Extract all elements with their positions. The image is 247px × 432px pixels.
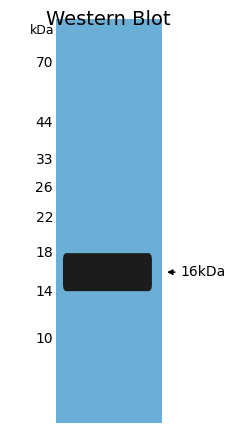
Text: Western Blot: Western Blot <box>46 10 171 29</box>
Text: 14: 14 <box>36 285 53 299</box>
Text: kDa: kDa <box>30 24 54 37</box>
Text: 44: 44 <box>36 116 53 130</box>
Text: 16kDa: 16kDa <box>180 265 226 279</box>
Text: 70: 70 <box>36 56 53 70</box>
Text: 18: 18 <box>35 246 53 260</box>
Text: 22: 22 <box>36 211 53 225</box>
FancyBboxPatch shape <box>63 253 152 291</box>
Text: 26: 26 <box>36 181 53 195</box>
Text: 33: 33 <box>36 153 53 167</box>
FancyBboxPatch shape <box>56 19 162 423</box>
Text: 10: 10 <box>36 332 53 346</box>
